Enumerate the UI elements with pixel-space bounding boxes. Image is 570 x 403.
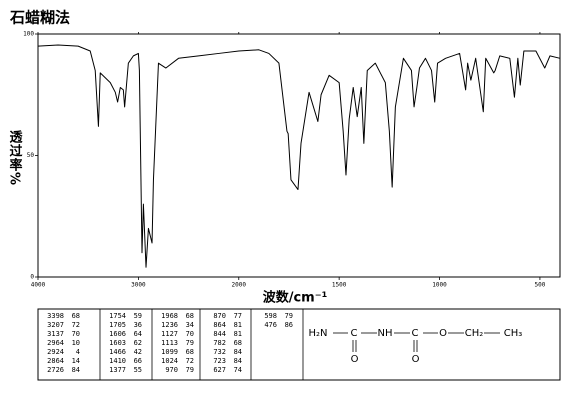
peak-wavenumber: 1705 bbox=[109, 321, 126, 329]
peak-transmittance: 34 bbox=[186, 321, 194, 329]
peak-transmittance: 66 bbox=[134, 357, 142, 365]
peak-wavenumber: 2726 bbox=[47, 366, 64, 374]
peak-transmittance: 74 bbox=[234, 366, 242, 374]
peak-wavenumber: 1603 bbox=[109, 339, 126, 347]
peak-transmittance: 68 bbox=[186, 312, 194, 320]
peak-wavenumber: 2864 bbox=[47, 357, 64, 365]
peak-wavenumber: 598 bbox=[264, 312, 277, 320]
peak-wavenumber: 1968 bbox=[161, 312, 178, 320]
peak-wavenumber: 1466 bbox=[109, 348, 126, 356]
x-tick-label: 1500 bbox=[332, 282, 347, 289]
peak-wavenumber: 1099 bbox=[161, 348, 178, 356]
peak-wavenumber: 970 bbox=[165, 366, 178, 374]
y-tick-label: 50 bbox=[27, 152, 35, 159]
peak-transmittance: 14 bbox=[72, 357, 80, 365]
peak-transmittance: 10 bbox=[72, 339, 80, 347]
chart-title: 石蜡糊法 bbox=[9, 9, 70, 27]
structure-atom: O bbox=[439, 328, 447, 339]
structure-bonds bbox=[333, 332, 500, 352]
y-axis-label: 透过率% bbox=[7, 130, 23, 186]
peak-transmittance: 68 bbox=[72, 312, 80, 320]
structure-oxygen: O bbox=[412, 354, 420, 365]
spectrum-line bbox=[37, 44, 561, 268]
peak-transmittance: 84 bbox=[72, 366, 80, 374]
peak-transmittance: 79 bbox=[186, 366, 194, 374]
peak-wavenumber: 844 bbox=[213, 330, 226, 338]
peak-transmittance: 68 bbox=[186, 348, 194, 356]
peak-wavenumber: 732 bbox=[213, 348, 226, 356]
x-tick-label: 1000 bbox=[432, 282, 447, 289]
structure-atom: H₂N bbox=[308, 328, 327, 339]
peak-transmittance: 70 bbox=[72, 330, 80, 338]
peak-transmittance: 79 bbox=[285, 312, 293, 320]
peak-wavenumber: 870 bbox=[213, 312, 226, 320]
peak-transmittance: 42 bbox=[134, 348, 142, 356]
structure-atom: C bbox=[351, 328, 358, 339]
peak-transmittance: 86 bbox=[285, 321, 293, 329]
peak-wavenumber: 1754 bbox=[109, 312, 126, 320]
peak-wavenumber: 864 bbox=[213, 321, 226, 329]
y-tick-label: 0 bbox=[30, 274, 34, 281]
peak-transmittance: 84 bbox=[234, 357, 242, 365]
x-tick-label: 2000 bbox=[232, 282, 247, 289]
structure-atom: C bbox=[412, 328, 419, 339]
peak-wavenumber: 723 bbox=[213, 357, 226, 365]
y-tick-label: 100 bbox=[23, 31, 34, 38]
structure-atom: NH bbox=[378, 328, 393, 339]
peak-transmittance: 84 bbox=[234, 348, 242, 356]
peak-transmittance: 68 bbox=[234, 339, 242, 347]
peak-wavenumber: 1113 bbox=[161, 339, 178, 347]
x-axis-label: 波数/cm⁻¹ bbox=[263, 290, 328, 306]
peak-transmittance: 81 bbox=[234, 330, 242, 338]
peak-wavenumber: 3398 bbox=[47, 312, 64, 320]
peak-transmittance: 4 bbox=[76, 348, 80, 356]
peak-wavenumber: 782 bbox=[213, 339, 226, 347]
structure-atom: CH₃ bbox=[504, 328, 523, 339]
peak-wavenumber: 1024 bbox=[161, 357, 178, 365]
x-tick-label: 3000 bbox=[131, 282, 146, 289]
peak-wavenumber: 2924 bbox=[47, 348, 64, 356]
peak-transmittance: 59 bbox=[134, 312, 142, 320]
structure-oxygen: O bbox=[351, 354, 359, 365]
peak-transmittance: 79 bbox=[186, 339, 194, 347]
peak-transmittance: 72 bbox=[72, 321, 80, 329]
peak-transmittance: 70 bbox=[186, 330, 194, 338]
peak-transmittance: 72 bbox=[186, 357, 194, 365]
x-tick-label: 4000 bbox=[31, 282, 46, 289]
structure-atom: CH₂ bbox=[465, 328, 484, 339]
x-tick-label: 500 bbox=[535, 282, 546, 289]
peak-transmittance: 55 bbox=[134, 366, 142, 374]
peak-wavenumber: 1377 bbox=[109, 366, 126, 374]
peak-wavenumber: 1410 bbox=[109, 357, 126, 365]
peak-wavenumber: 1606 bbox=[109, 330, 126, 338]
peak-table-frame bbox=[37, 308, 561, 381]
peak-transmittance: 64 bbox=[134, 330, 142, 338]
peak-wavenumber: 2964 bbox=[47, 339, 64, 347]
plot-frame bbox=[37, 33, 561, 278]
peak-wavenumber: 1236 bbox=[161, 321, 178, 329]
peak-transmittance: 62 bbox=[134, 339, 142, 347]
peak-wavenumber: 627 bbox=[213, 366, 226, 374]
peak-wavenumber: 476 bbox=[264, 321, 277, 329]
peak-transmittance: 77 bbox=[234, 312, 242, 320]
peak-wavenumber: 1127 bbox=[161, 330, 178, 338]
peak-wavenumber: 3137 bbox=[47, 330, 64, 338]
peak-wavenumber: 3207 bbox=[47, 321, 64, 329]
peak-transmittance: 36 bbox=[134, 321, 142, 329]
peak-transmittance: 81 bbox=[234, 321, 242, 329]
